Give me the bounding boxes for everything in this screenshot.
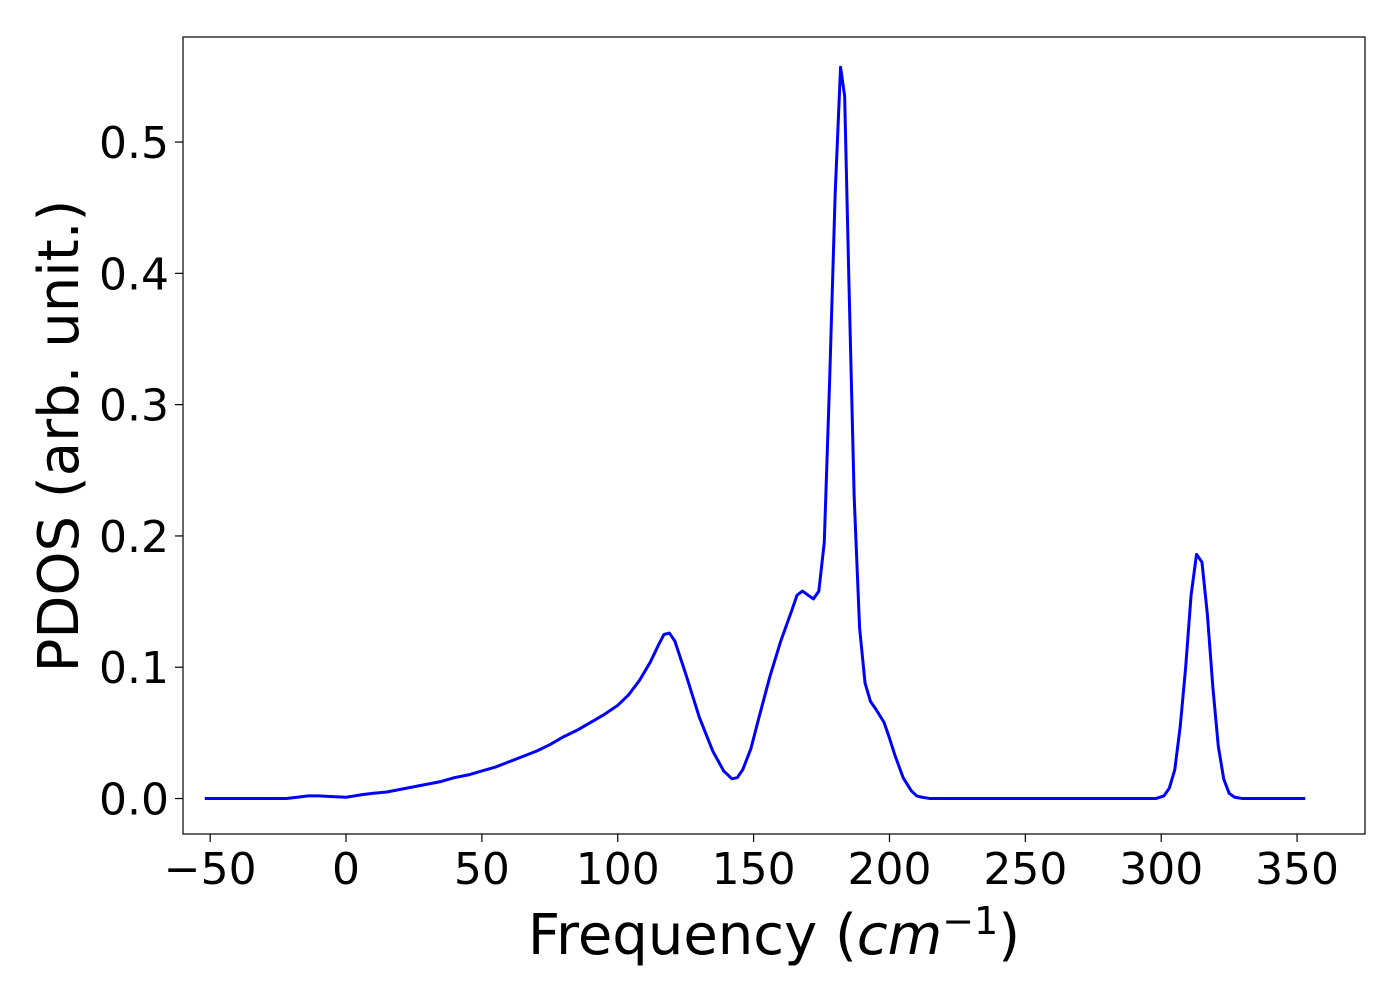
y-tick-label: 0.1 <box>99 643 169 694</box>
y-tick-label: 0.5 <box>99 118 169 169</box>
y-tick-label: 0.2 <box>99 512 169 563</box>
x-axis-title: Frequency (cm−1) <box>528 899 1020 968</box>
y-tick-label: 0.0 <box>99 775 169 826</box>
plot-area <box>204 65 1306 801</box>
x-axis: −50 0 50 100 150 200 250 300 350 <box>164 834 1339 895</box>
y-tick-label: 0.4 <box>99 249 169 300</box>
x-tick-label: 150 <box>712 844 796 895</box>
x-tick-label: 0 <box>332 844 360 895</box>
axes-frame <box>182 36 1366 835</box>
x-tick-label: 300 <box>1119 844 1203 895</box>
x-tick-label: 250 <box>983 844 1067 895</box>
x-tick-label: 100 <box>576 844 660 895</box>
x-tick-label: 200 <box>847 844 931 895</box>
x-tick-label: 50 <box>454 844 510 895</box>
y-axis-title: PDOS (arb. unit.) <box>27 200 92 673</box>
x-tick-label: 350 <box>1255 844 1339 895</box>
series-line-0 <box>204 65 1306 801</box>
x-tick-label: −50 <box>164 844 257 895</box>
y-axis: 0.0 0.1 0.2 0.3 0.4 0.5 <box>99 118 183 826</box>
y-tick-label: 0.3 <box>99 381 169 432</box>
